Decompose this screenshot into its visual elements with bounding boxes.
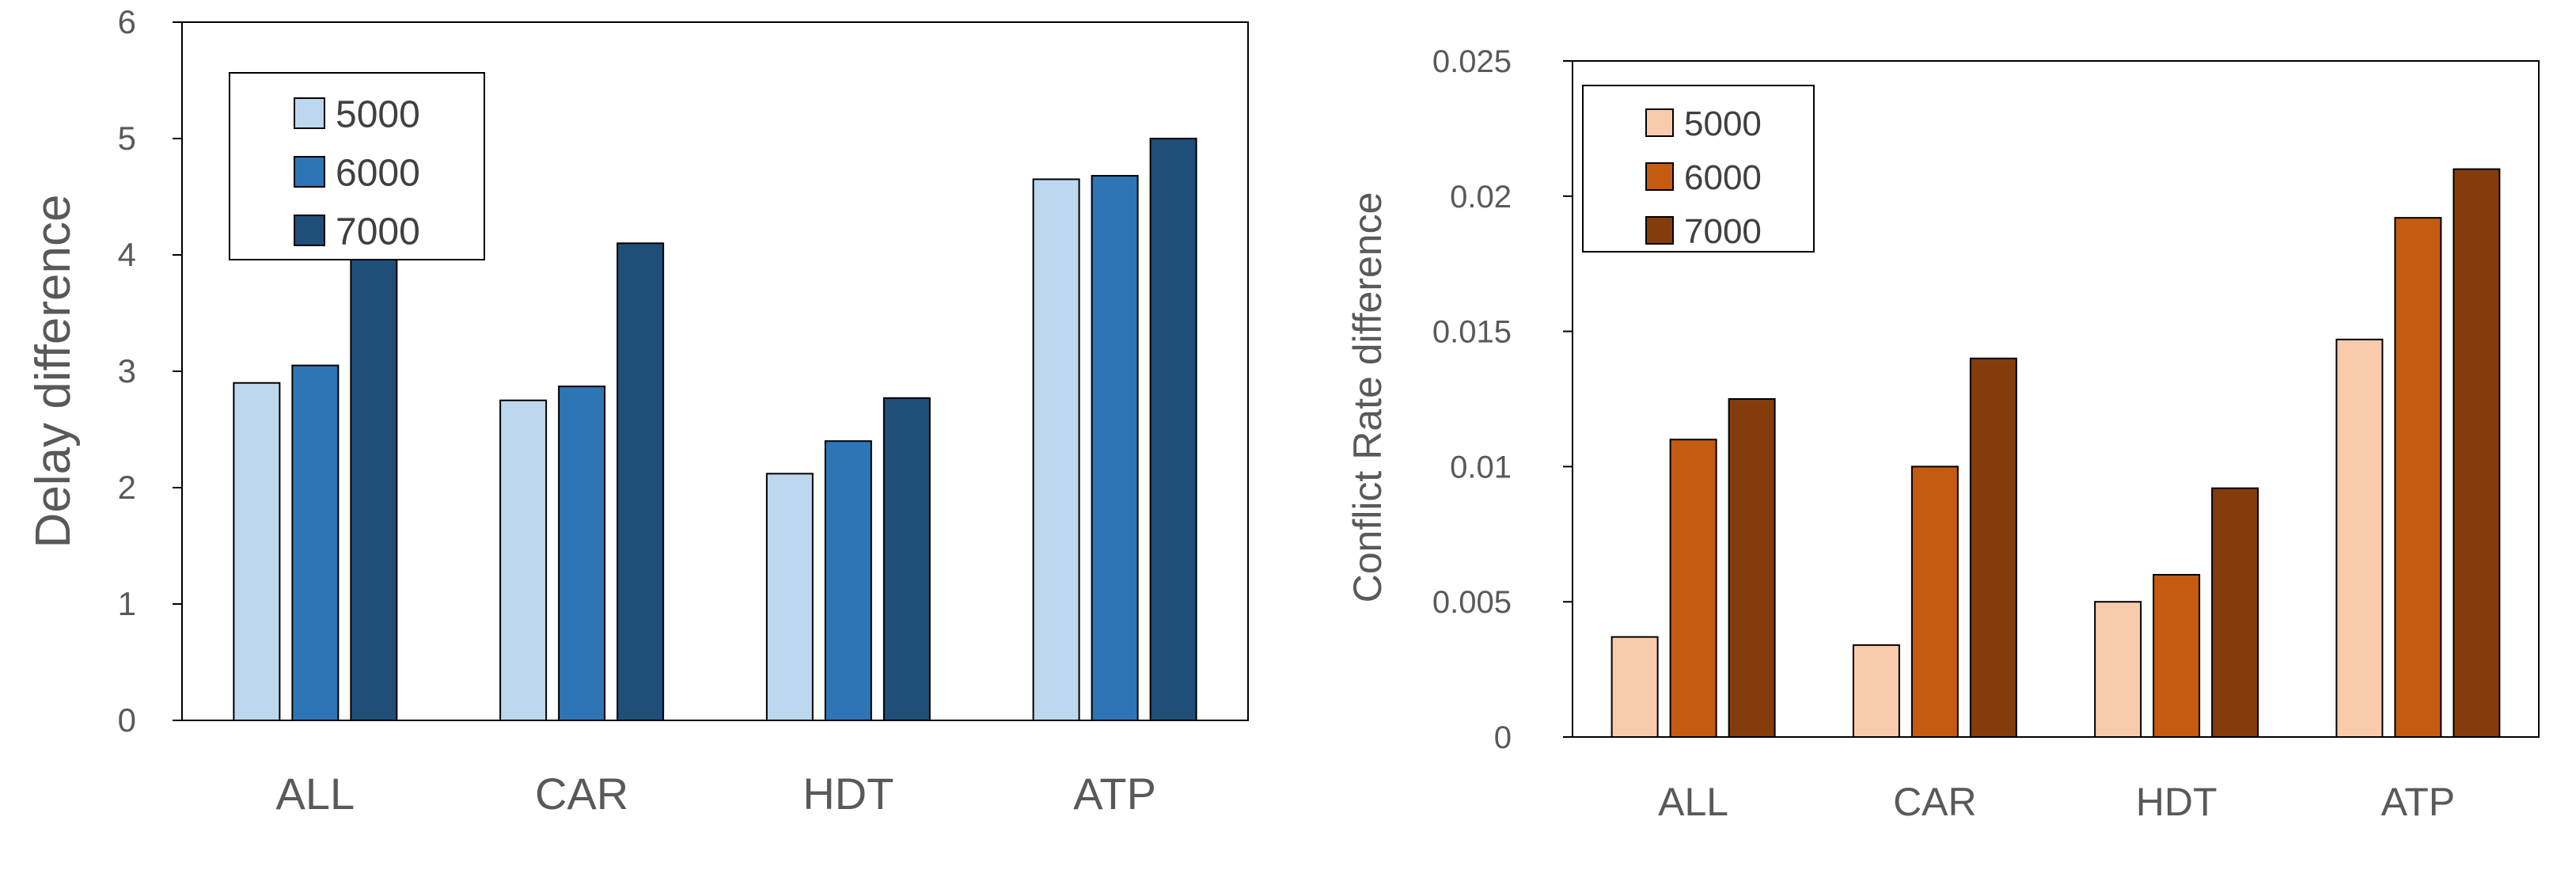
y-tick-label: 5: [118, 120, 136, 157]
x-category-label: HDT: [802, 769, 893, 819]
legend-swatch-7000: [294, 215, 325, 246]
bar-6000-car: [558, 386, 606, 721]
legend-label-6000: 6000: [336, 152, 420, 194]
legend-swatch-6000: [1645, 162, 1674, 191]
x-category-label: HDT: [2136, 780, 2217, 824]
y-axis-title: Conflict Rate difference: [1345, 192, 1390, 603]
y-axis-title: Delay difference: [26, 195, 81, 549]
y-tick-label: 3: [118, 352, 136, 389]
legend-label-5000: 5000: [1684, 104, 1762, 143]
legend-label-5000: 5000: [336, 93, 420, 135]
legend-swatch-7000: [1645, 216, 1674, 245]
bar-6000-hdt: [2153, 574, 2201, 738]
y-tick-label: 0: [118, 701, 136, 739]
y-tick-label: 4: [118, 236, 136, 273]
bar-7000-all: [350, 254, 398, 721]
bar-5000-hdt: [765, 473, 814, 721]
bar-7000-car: [1969, 357, 2017, 738]
bar-6000-atp: [1091, 175, 1139, 722]
legend-label-6000: 6000: [1684, 158, 1762, 197]
bar-7000-atp: [2453, 168, 2501, 738]
legend-box: [1582, 85, 1815, 253]
bar-5000-atp: [2335, 338, 2384, 738]
x-category-label: ATP: [2381, 780, 2456, 824]
legend-swatch-5000: [294, 97, 325, 129]
bar-5000-car: [1852, 644, 1900, 739]
legend: 5000 6000 7000: [1582, 85, 1815, 253]
bar-7000-hdt: [882, 397, 931, 721]
y-tick-label: 6: [118, 3, 136, 40]
plot-area-frame: [1572, 60, 2540, 738]
legend-swatch-5000: [1645, 108, 1674, 137]
legend-label-7000: 7000: [336, 211, 420, 253]
x-category-label: ALL: [276, 769, 355, 819]
x-category-label: CAR: [535, 769, 628, 819]
y-tick-label: 0.015: [1432, 315, 1512, 350]
bar-6000-atp: [2394, 217, 2442, 738]
y-tick-label: 0.025: [1432, 44, 1512, 79]
bar-5000-atp: [1032, 178, 1080, 721]
conflict-rate-difference-chart: 0 0.005 0.01 0.015 0.02 0.025 ALL CAR HDT ATP Conf…: [1345, 44, 2540, 824]
legend-label-7000: 7000: [1684, 212, 1762, 251]
legend-swatch-6000: [294, 156, 325, 188]
bar-5000-all: [233, 382, 281, 721]
bar-7000-hdt: [2211, 487, 2259, 739]
bar-6000-hdt: [824, 440, 872, 721]
bar-6000-all: [1669, 439, 1717, 738]
bar-7000-car: [616, 242, 665, 721]
x-category-label: CAR: [1893, 780, 1977, 824]
y-tick-label: 0.01: [1450, 450, 1512, 484]
legend: 5000 6000 7000: [229, 72, 485, 260]
legend-box: [229, 72, 485, 260]
bar-5000-hdt: [2094, 601, 2142, 739]
y-tick-label: 2: [118, 469, 136, 506]
bar-6000-all: [291, 364, 340, 721]
bar-7000-all: [1728, 398, 1776, 738]
x-category-label: ALL: [1658, 780, 1728, 824]
bar-5000-all: [1610, 636, 1659, 738]
x-category-label: ATP: [1073, 769, 1156, 819]
bar-5000-car: [499, 399, 548, 721]
bar-7000-atp: [1149, 138, 1197, 721]
y-tick-label: 1: [118, 585, 136, 622]
y-tick-label: 0.005: [1432, 585, 1512, 620]
bar-6000-car: [1910, 465, 1959, 739]
y-tick-label: 0.02: [1450, 180, 1512, 215]
y-tick-label: 0: [1494, 720, 1512, 755]
delay-difference-chart: 0 1 2 3 4 5 6 ALL CAR HDT ATP Delay difference 5000 6…: [26, 3, 1249, 819]
